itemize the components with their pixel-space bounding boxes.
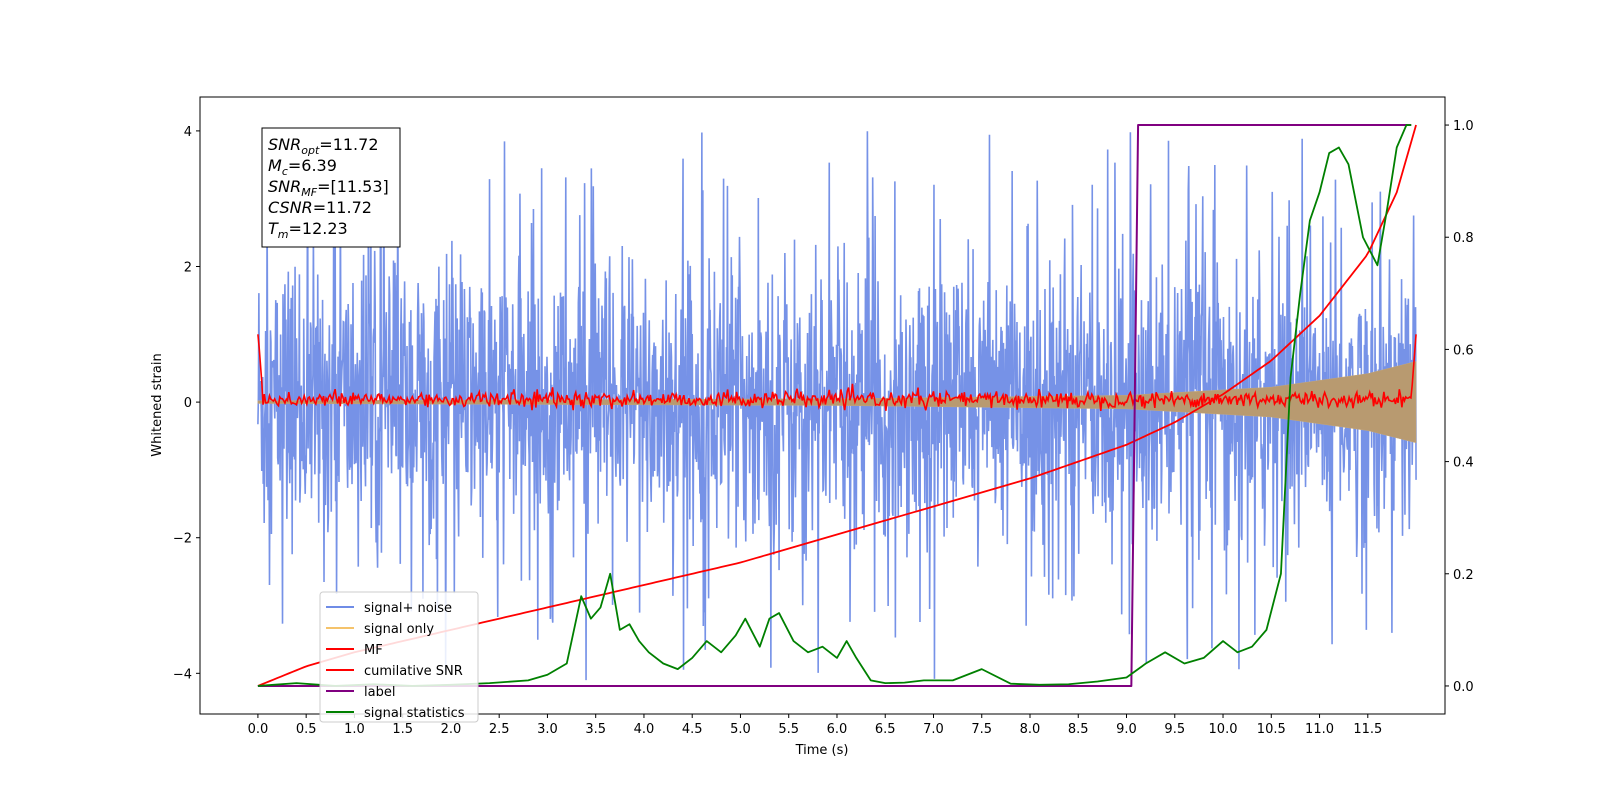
signal-noise-line xyxy=(257,131,1417,681)
x-tick-label: 1.5 xyxy=(392,722,413,737)
legend: signal+ noise signal only MF cumilative SNR… xyxy=(319,591,479,723)
info-line: CSNR=11.72 xyxy=(268,198,372,217)
y-axis-right: 0.0 0.2 0.4 0.6 0.8 1.0 xyxy=(1445,119,1474,695)
info-line-value: =11.72 xyxy=(319,135,378,154)
x-tick-label: 9.0 xyxy=(1116,722,1137,737)
y-left-tick-label: −2 xyxy=(173,532,192,547)
x-tick-label: 0.0 xyxy=(248,722,269,737)
info-line-subscript: MF xyxy=(301,186,317,199)
info-line-value: =12.23 xyxy=(289,219,348,238)
y-right-tick-label: 0.6 xyxy=(1453,343,1474,358)
y-left-tick-label: 2 xyxy=(184,261,192,276)
x-tick-label: 6.0 xyxy=(827,722,848,737)
y-left-tick-label: 0 xyxy=(184,396,192,411)
info-line: SNRopt=11.72 xyxy=(268,135,379,157)
legend-label: MF xyxy=(364,643,383,658)
info-line-subscript: opt xyxy=(301,144,320,157)
x-tick-label: 6.5 xyxy=(875,722,896,737)
x-tick-label: 10.0 xyxy=(1209,722,1238,737)
x-tick-label: 7.0 xyxy=(923,722,944,737)
legend-label: cumilative SNR xyxy=(364,664,463,679)
y-right-tick-label: 0.2 xyxy=(1453,568,1474,583)
info-line-name: T xyxy=(268,219,279,238)
x-tick-label: 0.5 xyxy=(296,722,317,737)
info-line-value: =11.72 xyxy=(313,198,372,217)
y-left-tick-label: 4 xyxy=(184,125,192,140)
x-tick-label: 4.0 xyxy=(634,722,655,737)
x-tick-label: 11.5 xyxy=(1353,722,1382,737)
signal-statistics-line xyxy=(257,124,1412,687)
x-tick-label: 4.5 xyxy=(682,722,703,737)
info-box: SNRopt=11.72Mc=6.39SNRMF=[11.53]CSNR=11.… xyxy=(261,127,401,248)
label-line xyxy=(257,124,1412,687)
mf-line xyxy=(257,334,1417,411)
x-tick-label: 11.0 xyxy=(1305,722,1334,737)
y-right-tick-label: 1.0 xyxy=(1453,119,1474,134)
x-tick-label: 9.5 xyxy=(1164,722,1185,737)
info-line-name: SNR xyxy=(268,177,301,196)
info-box-frame xyxy=(261,127,401,248)
x-tick-label: 5.0 xyxy=(730,722,751,737)
x-tick-label: 8.0 xyxy=(1020,722,1041,737)
x-tick-label: 3.5 xyxy=(585,722,606,737)
x-tick-label: 1.0 xyxy=(344,722,365,737)
info-line-name: SNR xyxy=(268,135,301,154)
signal-only-band xyxy=(257,361,1417,444)
y-left-tick-label: −4 xyxy=(173,667,192,682)
info-line-name: M xyxy=(268,156,282,175)
y-right-tick-label: 0.0 xyxy=(1453,680,1474,695)
x-tick-label: 3.0 xyxy=(537,722,558,737)
y-right-tick-label: 0.4 xyxy=(1453,456,1474,471)
x-tick-label: 10.5 xyxy=(1257,722,1286,737)
legend-frame xyxy=(319,591,479,723)
y-right-tick-label: 0.8 xyxy=(1453,231,1474,246)
legend-label: label xyxy=(364,685,395,700)
info-line: SNRMF=[11.53] xyxy=(268,177,389,199)
info-line-subscript: m xyxy=(278,228,289,241)
x-axis-label: Time (s) xyxy=(795,743,849,758)
x-tick-label: 2.0 xyxy=(441,722,462,737)
legend-label: signal statistics xyxy=(364,706,465,721)
plot-area xyxy=(257,124,1417,687)
info-line-value: =6.39 xyxy=(288,156,337,175)
x-tick-label: 7.5 xyxy=(971,722,992,737)
plot-frame xyxy=(199,96,1446,715)
info-line-name: CSNR xyxy=(268,198,313,217)
info-line: Tm=12.23 xyxy=(268,219,348,241)
x-tick-label: 5.5 xyxy=(778,722,799,737)
info-line-subscript: c xyxy=(282,165,288,178)
x-tick-label: 8.5 xyxy=(1068,722,1089,737)
info-line-value: =[11.53] xyxy=(317,177,389,196)
x-axis: 0.0 0.5 1.0 1.5 2.0 2.5 3.0 3.5 4.0 4.5 5.0 5.5 6.0 6… xyxy=(248,714,1382,737)
y-axis-left: −4 −2 0 2 4 xyxy=(173,125,200,682)
y-axis-label: Whitened strain xyxy=(150,353,165,456)
legend-label: signal only xyxy=(364,622,434,637)
x-tick-label: 2.5 xyxy=(489,722,510,737)
info-line: Mc=6.39 xyxy=(268,156,337,178)
legend-label: signal+ noise xyxy=(364,601,452,616)
